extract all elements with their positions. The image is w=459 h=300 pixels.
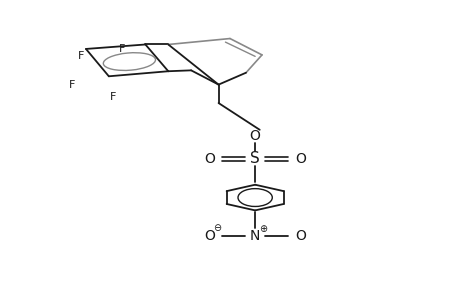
Text: F: F <box>69 80 75 90</box>
Text: O: O <box>203 229 214 243</box>
Text: O: O <box>203 152 214 166</box>
Text: F: F <box>78 51 84 62</box>
Text: F: F <box>119 44 125 54</box>
Text: F: F <box>110 92 116 101</box>
Text: S: S <box>250 152 259 166</box>
Text: O: O <box>295 152 306 166</box>
Text: N: N <box>249 229 260 243</box>
Text: O: O <box>295 229 306 243</box>
Text: ⊖: ⊖ <box>213 223 221 233</box>
Text: ⊕: ⊕ <box>259 224 267 234</box>
Text: O: O <box>249 129 260 143</box>
